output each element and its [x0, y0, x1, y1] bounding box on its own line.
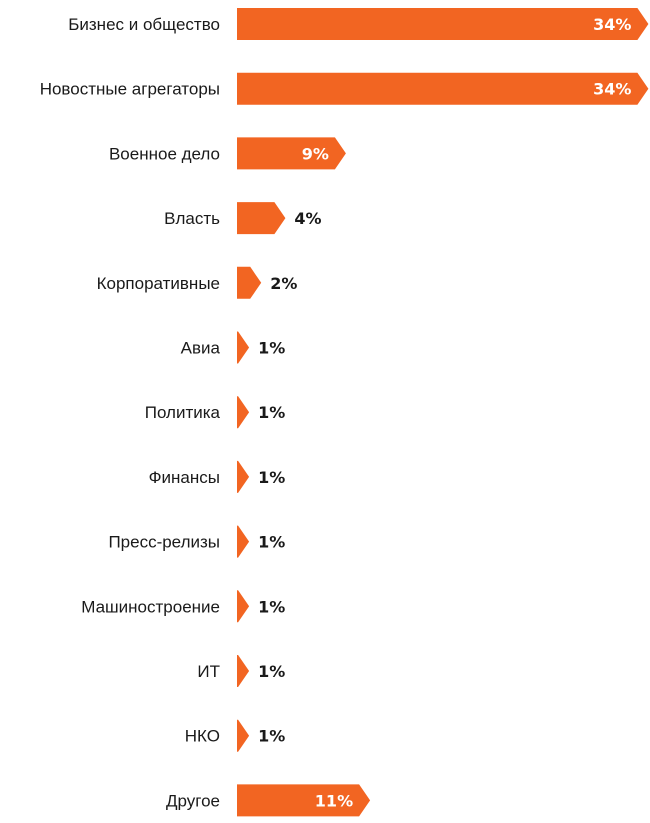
bar-10	[237, 590, 250, 623]
bar-5	[237, 266, 262, 299]
value-label: 1%	[258, 468, 285, 487]
category-label: Бизнес и общество	[68, 15, 220, 34]
value-label: 1%	[258, 403, 285, 422]
category-label: Пресс-релизы	[108, 533, 220, 552]
category-label: Новостные агрегаторы	[40, 80, 220, 99]
value-label: 34%	[593, 15, 631, 34]
bar-8	[237, 460, 250, 493]
bars-group	[237, 8, 649, 817]
bar-7	[237, 396, 250, 429]
value-label: 1%	[258, 339, 285, 358]
category-label: ИТ	[197, 662, 220, 681]
category-label: Другое	[166, 791, 220, 810]
bar-11	[237, 655, 250, 687]
bar-1	[237, 8, 649, 40]
category-label: Политика	[145, 403, 221, 422]
category-label: Власть	[164, 209, 220, 228]
bar-6	[237, 331, 250, 364]
category-label: Финансы	[149, 468, 220, 487]
bar-12	[237, 719, 250, 752]
value-label: 1%	[258, 662, 285, 681]
value-label: 9%	[302, 144, 329, 163]
value-label: 1%	[258, 597, 285, 616]
category-label: Корпоративные	[97, 274, 220, 293]
category-label: НКО	[185, 727, 220, 746]
bar-9	[237, 525, 250, 558]
category-label: Авиа	[181, 339, 221, 358]
category-label: Военное дело	[109, 144, 220, 163]
bar-13	[237, 784, 371, 817]
value-label: 1%	[258, 533, 285, 552]
value-label: 34%	[593, 80, 631, 99]
value-label: 11%	[315, 791, 353, 810]
value-label: 1%	[258, 727, 285, 746]
value-labels-group: 34% 34% 9% 4% 2% 1% 1% 1% 1% 1% 1% 1% 11%	[258, 15, 631, 810]
bar-3	[237, 137, 346, 170]
value-label: 2%	[270, 274, 297, 293]
bar-4	[237, 202, 286, 235]
category-label: Машиностроение	[81, 597, 220, 616]
category-labels-group: Бизнес и общество Новостные агрегаторы Вое…	[40, 15, 221, 810]
value-label: 4%	[294, 209, 321, 228]
bar-2	[237, 72, 649, 105]
